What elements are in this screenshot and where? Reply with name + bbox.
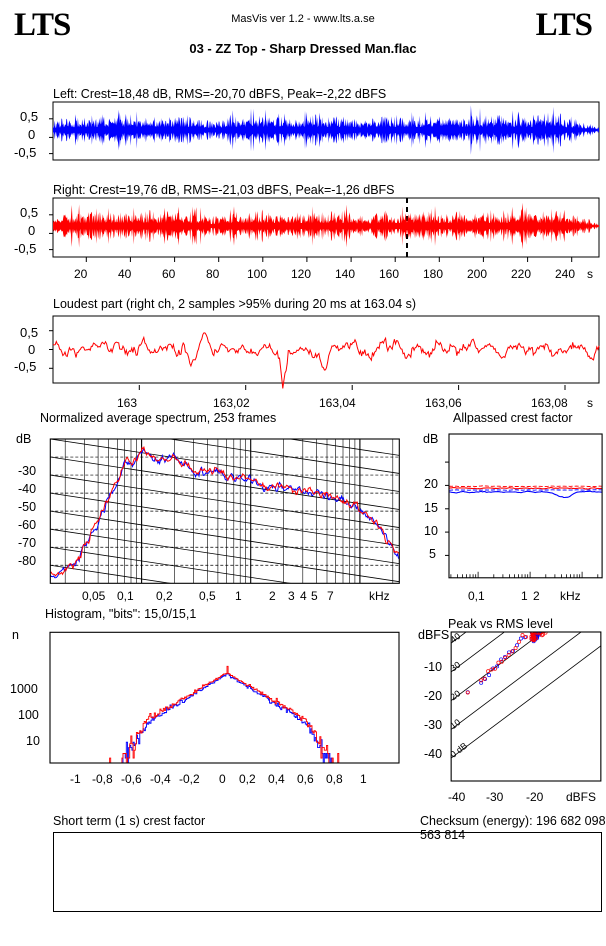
svg-text:10: 10 <box>448 717 462 731</box>
svg-text:40: 40 <box>448 631 462 645</box>
svg-text:30: 30 <box>448 659 462 673</box>
svg-text:20: 20 <box>448 688 462 702</box>
